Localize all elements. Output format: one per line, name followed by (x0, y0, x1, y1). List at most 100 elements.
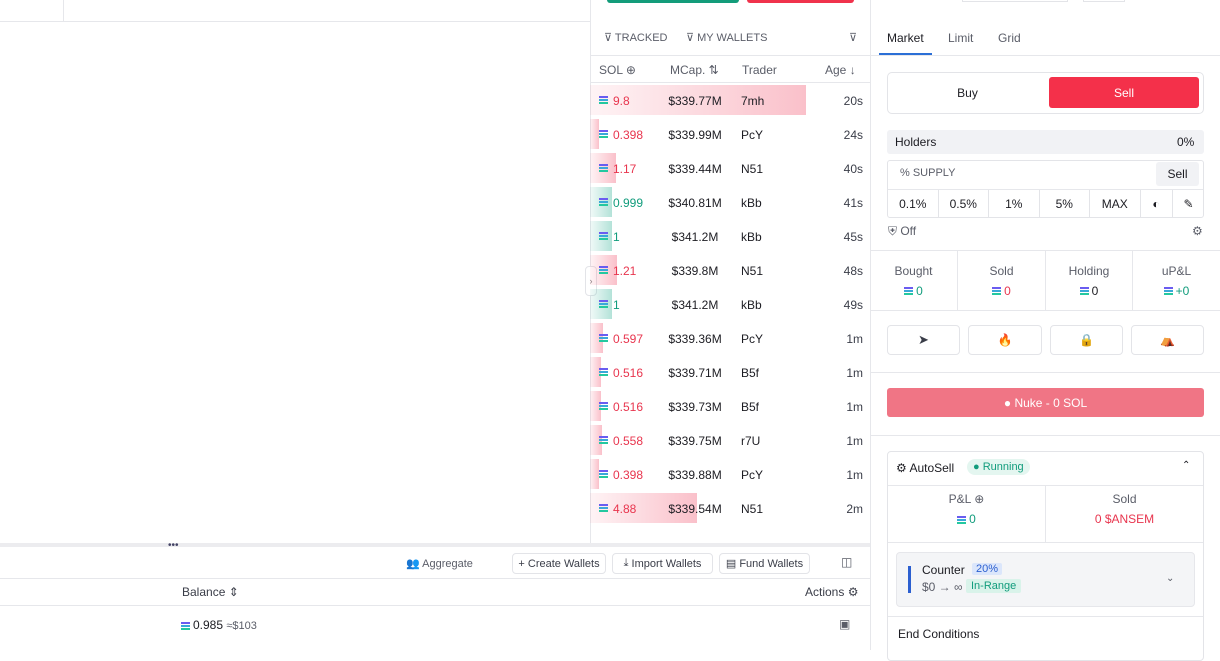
trade-sol: 0.398 (613, 128, 644, 142)
create-wallets[interactable]: + Create Wallets (512, 553, 606, 574)
sol-icon (904, 287, 914, 296)
sell-tab[interactable]: Sell (1049, 77, 1199, 108)
trade-row[interactable]: 1.21 $339.8M N51 48s (590, 253, 870, 287)
nuke-button[interactable]: ● Nuke - 0 SOL (887, 388, 1204, 417)
filter-wallets[interactable]: ⊽ MY WALLETS (686, 32, 768, 44)
divider (870, 372, 1220, 373)
trade-trader: r7U (741, 434, 761, 448)
volume-bar (590, 391, 602, 421)
trade-row[interactable]: 1 $341.2M kBb 49s (590, 287, 870, 321)
input[interactable] (1083, 0, 1125, 2)
buy-button[interactable] (607, 0, 739, 3)
divider (0, 21, 590, 22)
preset[interactable]: 0.1% (888, 190, 939, 217)
wallet-balance: 0.985 ≈$103 (181, 618, 257, 632)
trade-mcap: $339.73M (668, 400, 722, 414)
lock[interactable]: 🔒 (1050, 325, 1123, 355)
wallet-action[interactable]: ▣ (839, 617, 851, 631)
fund-wallets[interactable]: ▤ Fund Wallets (719, 553, 810, 574)
tab[interactable]: Grid (998, 31, 1021, 45)
expand[interactable]: ⌄ (1166, 573, 1175, 584)
trade-trader: PcY (741, 128, 764, 142)
trade-row[interactable]: 0.516 $339.73M B5f 1m (590, 389, 870, 423)
trade-row[interactable]: 9.8 $339.77M 7mh 20s (590, 83, 870, 117)
preset[interactable]: 0.5% (939, 190, 989, 217)
trade-row[interactable]: 0.398 $339.99M PcY 24s (590, 117, 870, 151)
preset[interactable]: MAX (1090, 190, 1141, 217)
stat-value: +0 (1175, 283, 1190, 298)
trade-trader: N51 (741, 502, 764, 516)
share[interactable]: ➤ (887, 325, 960, 355)
filter-tracked[interactable]: ⊽ TRACKED (604, 32, 668, 44)
buy-tab[interactable]: Buy (957, 85, 978, 100)
trade-row[interactable]: 0.558 $339.75M r7U 1m (590, 423, 870, 457)
divider (590, 82, 870, 83)
preset-toggle[interactable]: ◐ (1141, 190, 1173, 217)
counter-box[interactable] (896, 552, 1195, 607)
stat-value-wrap: 0 (992, 284, 1011, 298)
off-toggle[interactable]: ⛨ Off (888, 224, 917, 238)
holders-label: Holders (895, 135, 937, 149)
toolbar-label: Fund Wallets (739, 557, 804, 570)
stat: Holding 0 (1045, 251, 1132, 310)
presets: 0.1% 0.5% 1% 5% MAX ◐ ✎ (888, 190, 1203, 217)
preset[interactable]: 1% (989, 190, 1040, 217)
supply-label: % SUPPLY (900, 167, 956, 179)
col-mcap[interactable]: MCap. ⇅ (670, 63, 719, 77)
divider (888, 542, 1203, 543)
filter-icon[interactable]: ⊽ (849, 32, 858, 44)
range-status: In-Range (966, 579, 1022, 593)
sol-icon (599, 96, 608, 104)
collapse[interactable]: ⌃ (1182, 460, 1191, 471)
trade-row[interactable]: 1.17 $339.44M N51 40s (590, 151, 870, 185)
trade-row[interactable]: 0.999 $340.81M kBb 41s (590, 185, 870, 219)
sol-icon (1079, 287, 1089, 296)
trade-trader: N51 (741, 264, 764, 278)
sell-button[interactable] (747, 0, 854, 3)
trade-age: 1m (846, 434, 863, 448)
input[interactable] (962, 0, 1068, 2)
divider (63, 0, 64, 21)
tab[interactable]: Market (887, 31, 924, 45)
trade-age: 24s (843, 128, 863, 142)
import-wallets[interactable]: ⤓ Import Wallets (612, 553, 713, 574)
col-balance[interactable]: Balance ⇕ (182, 585, 239, 599)
aggregate[interactable]: 👥 Aggregate (406, 558, 473, 570)
side-toggle (887, 72, 1204, 114)
autosell-header[interactable]: ⚙ AutoSell (896, 461, 955, 475)
stat-label: uP&L (1161, 263, 1192, 278)
counter-label: Counter (922, 563, 965, 577)
sold-label: Sold (1112, 492, 1137, 506)
columns-toggle[interactable]: ◫ (841, 555, 853, 569)
clean[interactable]: ⛺ (1131, 325, 1204, 355)
trade-trader: PcY (741, 332, 764, 346)
trade-age: 45s (843, 230, 863, 244)
collapse-handle[interactable]: › (585, 266, 597, 296)
trade-row[interactable]: 4.88 $339.54M N51 2m (590, 491, 870, 525)
burn[interactable]: 🔥 (968, 325, 1042, 355)
col-sol[interactable]: SOL ⊕ (599, 63, 636, 77)
tab[interactable]: Limit (948, 31, 974, 45)
sol-icon (599, 334, 608, 342)
drag-dots[interactable]: ••• (168, 540, 179, 551)
col-age[interactable]: Age ↓ (825, 63, 856, 77)
trade-age: 49s (843, 298, 863, 312)
sol-icon (599, 368, 608, 376)
trade-trader: kBb (741, 298, 762, 312)
supply-sell[interactable]: Sell (1156, 162, 1199, 186)
settings[interactable]: ⚙ (1192, 224, 1203, 238)
trade-row[interactable]: 0.398 $339.88M PcY 1m (590, 457, 870, 491)
sol-icon (599, 300, 608, 308)
preset-edit[interactable]: ✎ (1183, 196, 1194, 211)
preset[interactable]: 5% (1040, 190, 1090, 217)
sol-icon (599, 470, 608, 478)
volume-bar (590, 459, 599, 489)
trade-mcap: $339.88M (668, 468, 722, 482)
trade-row[interactable]: 0.516 $339.71M B5f 1m (590, 355, 870, 389)
trade-age: 1m (846, 400, 863, 414)
trade-row[interactable]: 0.597 $339.36M PcY 1m (590, 321, 870, 355)
trade-row[interactable]: 1 $341.2M kBb 45s (590, 219, 870, 253)
